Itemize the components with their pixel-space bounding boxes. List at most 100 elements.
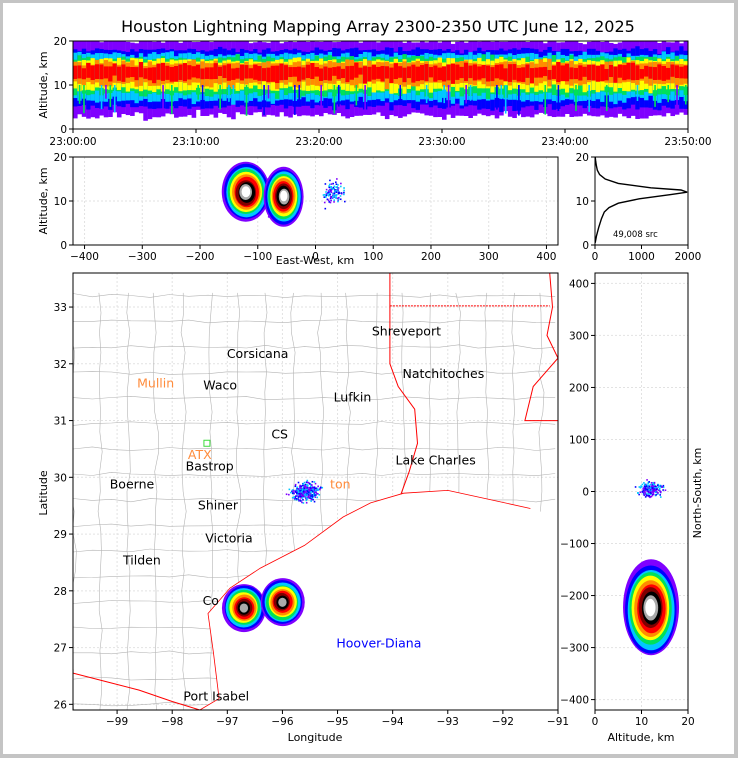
time-altitude-cell <box>197 85 199 100</box>
time-altitude-cell <box>336 66 342 80</box>
time-altitude-cell <box>267 85 270 99</box>
time-altitude-cell <box>301 67 307 80</box>
ns-scatter-point <box>650 487 652 489</box>
ns-scatter-point <box>644 483 647 486</box>
map-source-point <box>308 493 310 495</box>
plan-view-map-panel: Shreveport Corsicana Natchitoches Waco Lufki… <box>37 272 569 744</box>
city-label-partial: ton <box>330 477 350 492</box>
ew-scatter-point <box>322 194 325 196</box>
time-altitude-cell <box>327 67 333 81</box>
map-source-point <box>310 488 312 491</box>
time-altitude-cell <box>443 85 445 104</box>
time-altitude-cell <box>518 85 520 116</box>
ns-ytick: −400 <box>560 695 589 707</box>
ew-scatter-point <box>340 182 342 185</box>
ns-scatter-point <box>652 483 655 486</box>
figure-frame: Houston Lightning Mapping Array 2300-235… <box>3 3 734 754</box>
time-altitude-cell <box>174 66 179 82</box>
ns-scatter-point <box>646 479 648 481</box>
ew-scatter-point <box>329 201 332 204</box>
ns-scatter-point <box>664 489 667 492</box>
time-altitude-cell <box>245 85 248 116</box>
time-altitude-cell <box>399 85 402 102</box>
county-border <box>73 421 556 426</box>
ew-scatter-point <box>329 179 331 182</box>
map-source-point <box>291 490 294 493</box>
map-source-point <box>314 491 316 494</box>
time-altitude-cell <box>398 66 403 78</box>
time-altitude-cell <box>345 66 350 83</box>
time-altitude-cell <box>503 68 509 82</box>
time-altitude-cell <box>288 67 293 78</box>
east-west-xlabel: East-West, km <box>276 254 354 267</box>
time-altitude-cell <box>320 85 322 111</box>
ns-scatter-point <box>653 490 656 492</box>
time-altitude-cell <box>654 85 656 107</box>
time-altitude-cell <box>644 65 649 77</box>
ns-scatter-point <box>649 493 652 496</box>
ew-scatter-point <box>332 196 334 199</box>
map-source-point <box>315 491 317 494</box>
time-altitude-cell <box>209 67 214 80</box>
map-ytick: 30 <box>54 472 67 484</box>
time-altitude-cell <box>635 65 640 80</box>
time-altitude-xtick: 23:40:00 <box>541 136 588 148</box>
ew-scatter-point <box>333 192 336 195</box>
city-label: Boerne <box>110 477 155 492</box>
ns-xtick: 20 <box>681 716 694 728</box>
east-west-ytick: 10 <box>54 196 67 208</box>
ew-scatter-point <box>333 189 336 191</box>
county-border <box>73 446 556 451</box>
ns-scatter-point <box>658 488 661 491</box>
time-altitude-cell <box>112 63 118 76</box>
time-altitude-cell <box>575 85 577 112</box>
ns-scatter-point <box>656 484 659 487</box>
map-source-point <box>319 488 321 491</box>
map-source-point <box>288 493 290 496</box>
time-altitude-cell <box>648 66 654 79</box>
ew-core <box>241 186 251 198</box>
map-ytick: 32 <box>54 359 67 371</box>
ew-scatter-point <box>340 192 343 194</box>
time-altitude-cell <box>239 64 245 81</box>
map-source-point <box>304 494 307 497</box>
map-source-point <box>304 493 307 495</box>
ew-scatter-point <box>338 192 341 195</box>
map-source-point <box>292 492 294 494</box>
map-ytick: 33 <box>54 302 67 314</box>
ns-scatter-point <box>649 483 652 486</box>
map-source-point <box>297 492 300 495</box>
ns-scatter-point <box>645 488 648 490</box>
ew-scatter-point <box>325 193 328 195</box>
map-source-point <box>301 501 303 504</box>
map-source-point <box>305 497 308 499</box>
ew-scatter-point <box>330 199 332 202</box>
time-altitude-cell <box>143 68 148 79</box>
map-source-point <box>313 495 315 497</box>
east-west-ytick: 0 <box>60 240 67 252</box>
map-source-point <box>307 486 309 489</box>
map-source-point <box>301 484 304 487</box>
ns-scatter-point <box>659 494 662 496</box>
ns-scatter-point <box>643 482 645 484</box>
map-source-point <box>302 483 305 485</box>
ns-scatter-point <box>662 484 665 487</box>
ew-scatter-point <box>335 183 338 185</box>
ns-scatter-point <box>652 492 654 495</box>
map-source-point <box>299 495 302 497</box>
map-source-point <box>307 484 309 487</box>
map-source-point <box>316 492 318 495</box>
map-source-point <box>313 489 315 491</box>
map-source-point <box>285 493 288 496</box>
map-source-point <box>300 496 302 499</box>
time-altitude-cell <box>226 64 232 81</box>
map-source-point <box>310 495 312 497</box>
ew-scatter-point <box>324 183 327 185</box>
map-source-point <box>296 487 298 490</box>
time-altitude-cell <box>219 85 221 110</box>
time-altitude-cell <box>437 67 443 81</box>
time-altitude-cell <box>490 67 495 82</box>
ew-scatter-point <box>335 186 338 189</box>
ew-scatter-point <box>328 186 331 189</box>
time-altitude-cell <box>81 68 87 80</box>
